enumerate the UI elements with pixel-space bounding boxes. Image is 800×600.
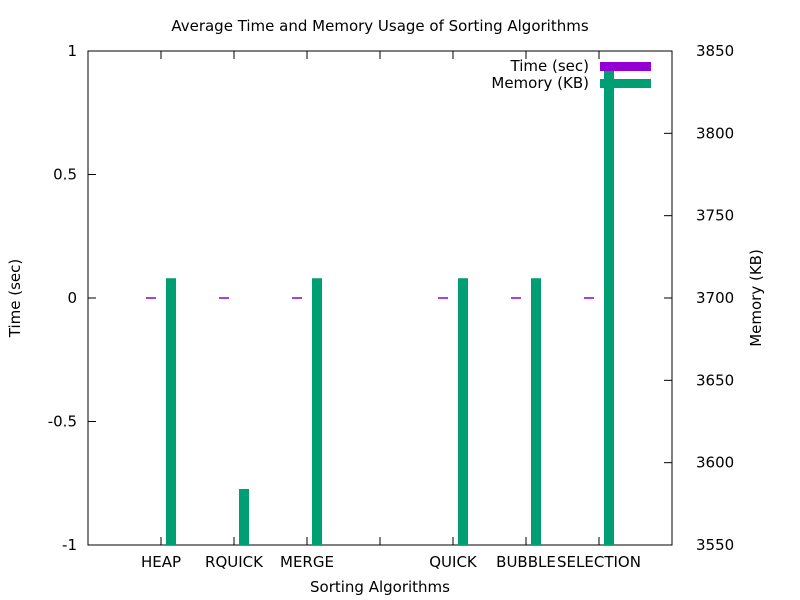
legend: Time (sec)Memory (KB) [491,57,651,92]
memory-bar [458,278,468,545]
bars [146,67,614,545]
legend-swatch [600,62,651,71]
y2-tick-label: 3800 [696,124,734,142]
time-bar [146,297,156,299]
time-bar [219,297,229,299]
legend-swatch [600,79,651,88]
memory-bar [312,278,322,545]
x-tick-label: RQUICK [205,553,264,571]
chart-title: Average Time and Memory Usage of Sorting… [171,17,589,35]
x-axis-label: Sorting Algorithms [310,578,450,596]
memory-bar [604,67,614,545]
x-tick-label: SELECTION [557,553,641,571]
y-tick-label: 1 [67,42,77,60]
y2-axis-label: Memory (KB) [747,249,765,347]
y2-tick-label: 3700 [696,289,734,307]
y-tick-label: -0.5 [48,413,77,431]
memory-bar [531,278,541,545]
y2-tick-label: 3850 [696,42,734,60]
time-bar [584,297,594,299]
y2-tick-label: 3750 [696,207,734,225]
x-tick-label: HEAP [141,553,181,571]
x-tick-label: MERGE [280,553,334,571]
y-tick-label: 0.5 [53,166,77,184]
time-bar [511,297,521,299]
y-axis-label: Time (sec) [6,259,24,338]
y2-tick-label: 3650 [696,371,734,389]
memory-bar [239,489,249,545]
x-tick-label: BUBBLE [496,553,556,571]
y2-tick-label: 3550 [696,536,734,554]
y-tick-label: 0 [67,289,77,307]
legend-label: Memory (KB) [491,74,589,92]
axis-ticks: 1 0.5 0 -0.5 -1 3850 3800 3750 3700 3650 3600 3550 H… [48,42,734,571]
time-bar [438,297,448,299]
legend-label: Time (sec) [510,57,589,75]
y2-tick-label: 3600 [696,454,734,472]
x-tick-label: QUICK [429,553,478,571]
time-bar [292,297,302,299]
memory-bar [166,278,176,545]
y-tick-label: -1 [62,536,77,554]
